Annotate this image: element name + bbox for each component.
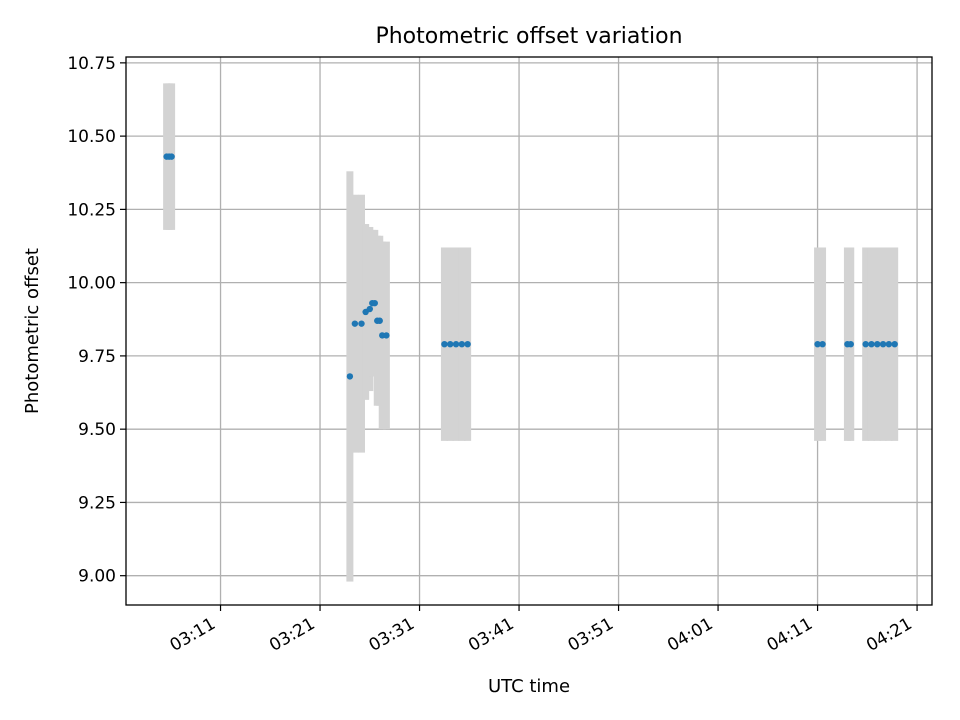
data-point [366,305,373,313]
data-point [874,340,881,348]
plot-frame [125,56,933,606]
y-tick-label: 9.75 [78,347,116,367]
data-point [376,317,383,324]
data-point [346,373,354,380]
data-point [862,340,869,348]
data-point [383,332,390,339]
y-tick-label: 10.75 [67,54,116,74]
data-point [351,320,359,327]
y-tick-label: 9.50 [78,420,116,440]
data-point [452,340,460,348]
chart-title: Photometric offset variation [375,24,682,49]
data-point [441,340,448,348]
marker-layer [163,153,898,380]
data-point [847,340,854,348]
y-tick-label: 10.25 [67,200,116,220]
data-point [371,299,378,307]
data-point [819,340,826,348]
data-point [868,340,875,348]
data-point [358,320,365,327]
data-point [168,153,175,160]
y-tick-label: 10.00 [67,274,116,294]
y-tick-label: 9.00 [78,567,116,587]
x-axis-label: UTC time [488,676,570,697]
y-axis-label: Photometric offset [22,248,43,414]
y-tick-label: 9.25 [78,493,116,513]
data-point [464,340,471,348]
grid-layer [126,57,932,605]
data-point [458,340,466,348]
data-point [814,340,821,348]
data-point [885,340,893,348]
y-tick-label: 10.50 [67,127,116,147]
data-point [891,340,898,348]
data-point [879,340,887,348]
axes-layer [125,56,933,606]
data-point [447,340,454,348]
